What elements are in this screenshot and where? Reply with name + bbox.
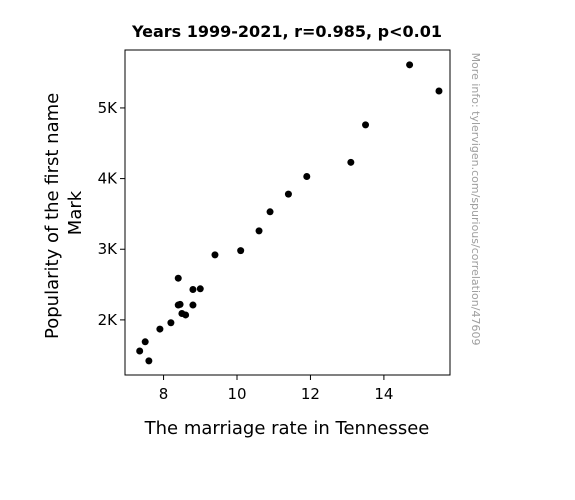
- x-tick-label: 12: [301, 385, 320, 403]
- data-point: [174, 274, 182, 282]
- data-point: [406, 61, 414, 69]
- y-axis-label-line-1: Popularity of the first name: [42, 93, 63, 339]
- x-tick-label: 10: [227, 385, 246, 403]
- x-tick-label: 8: [159, 385, 169, 403]
- data-point: [435, 87, 443, 95]
- y-tick-label: 2K: [98, 311, 119, 329]
- x-axis: 8 10 12 14: [159, 375, 393, 403]
- data-point: [156, 325, 164, 333]
- watermark-text: More info: tylervigen.com/spurious/corre…: [469, 53, 482, 346]
- y-axis-label-line-2: Mark: [65, 190, 86, 235]
- data-point: [255, 227, 263, 235]
- data-points: [136, 61, 443, 365]
- data-point: [347, 158, 355, 166]
- data-point: [167, 319, 175, 327]
- data-point: [141, 338, 149, 346]
- y-tick-label: 3K: [98, 240, 119, 258]
- x-tick-label: 14: [374, 385, 393, 403]
- data-point: [362, 121, 370, 129]
- data-point: [266, 208, 274, 216]
- chart-title: Years 1999-2021, r=0.985, p<0.01: [131, 22, 442, 41]
- data-point: [145, 357, 153, 365]
- data-point: [182, 311, 190, 319]
- data-point: [189, 286, 197, 294]
- data-point: [303, 172, 311, 180]
- plot-area: [124, 49, 451, 376]
- data-point: [176, 300, 184, 308]
- data-point: [136, 347, 144, 355]
- y-tick-label: 5K: [98, 99, 119, 117]
- data-point: [189, 301, 197, 309]
- data-point: [237, 247, 245, 255]
- y-axis-label: Popularity of the first name Mark: [42, 87, 86, 339]
- y-axis: 2K 3K 4K 5K: [98, 99, 125, 329]
- data-point: [211, 251, 219, 259]
- data-point: [196, 285, 204, 293]
- x-axis-label: The marriage rate in Tennessee: [144, 418, 430, 439]
- y-tick-label: 4K: [98, 170, 119, 188]
- data-point: [284, 190, 292, 198]
